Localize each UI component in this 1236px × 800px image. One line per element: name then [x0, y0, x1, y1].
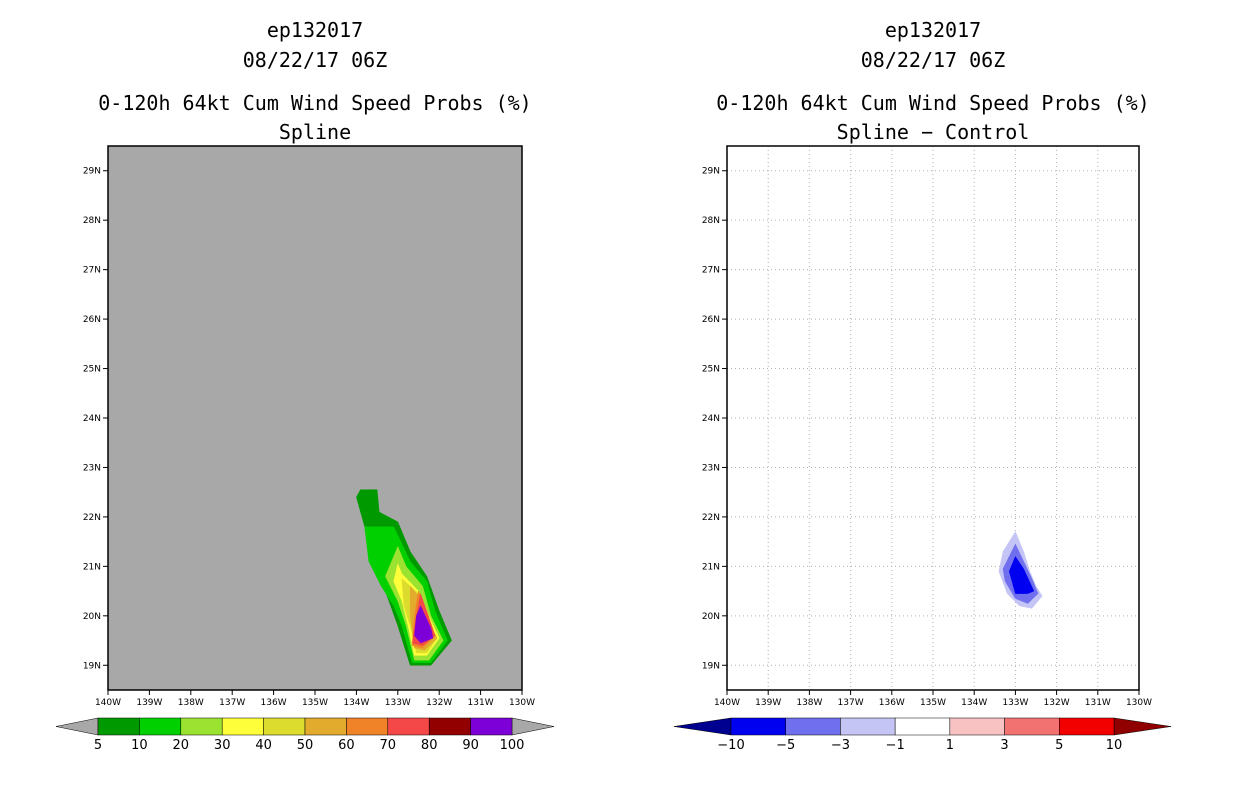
right-colorbar-label: −10	[717, 738, 744, 753]
right-x-tick-label: 132W	[1044, 698, 1070, 708]
right-colorbar-label: 3	[1000, 738, 1008, 753]
left-colorbar-extend-low	[55, 717, 99, 736]
left-colorbar-label: 10	[131, 738, 148, 753]
left-chart-subtitle: Spline	[278, 120, 352, 144]
left-y-tick-label: 29N	[83, 167, 101, 177]
right-x-tick-label: 131W	[1085, 698, 1111, 708]
right-colorbar-swatch	[730, 717, 786, 736]
left-colorbar-swatch	[346, 717, 389, 736]
left-y-tick-label: 24N	[83, 414, 101, 424]
right-x-tick-label: 136W	[879, 698, 905, 708]
right-chart-subtitle: Spline − Control	[836, 120, 1030, 144]
left-colorbar-swatch	[263, 717, 306, 736]
right-storm-id: ep132017	[884, 18, 982, 42]
left-y-tick-label: 22N	[83, 513, 101, 523]
left-x-tick-label: 136W	[261, 698, 287, 708]
left-x-tick-label: 139W	[136, 698, 162, 708]
right-colorbar-label: −3	[831, 738, 850, 753]
left-colorbar-label: 30	[214, 738, 231, 753]
left-x-tick-label: 138W	[178, 698, 204, 708]
left-colorbar-swatch	[304, 717, 347, 736]
right-x-tick-label: 130W	[1126, 698, 1152, 708]
left-colorbar-label: 60	[338, 738, 355, 753]
left-colorbar-label: 90	[462, 738, 479, 753]
right-colorbar-swatch	[1059, 717, 1115, 736]
right-colorbar-label: −1	[886, 738, 905, 753]
left-colorbar-label: 80	[421, 738, 438, 753]
left-colorbar-swatch	[180, 717, 223, 736]
right-y-tick-label: 27N	[702, 266, 720, 276]
left-colorbar-swatch	[221, 717, 264, 736]
right-x-tick-label: 134W	[961, 698, 987, 708]
left-y-tick-label: 25N	[83, 365, 101, 375]
left-colorbar-label: 100	[500, 738, 525, 753]
left-y-tick-label: 27N	[83, 266, 101, 276]
right-colorbar-swatch	[1004, 717, 1060, 736]
right-colorbar-label: 1	[946, 738, 954, 753]
right-colorbar-swatch	[840, 717, 896, 736]
right-colorbar-swatch	[785, 717, 841, 736]
right-y-tick-label: 19N	[702, 661, 720, 671]
left-x-tick-label: 130W	[509, 698, 535, 708]
left-y-tick-label: 26N	[83, 315, 101, 325]
left-x-tick-label: 132W	[426, 698, 452, 708]
right-colorbar-extend-high	[1113, 717, 1172, 736]
left-x-tick-label: 134W	[343, 698, 369, 708]
right-colorbar-label: 5	[1055, 738, 1063, 753]
left-y-tick-label: 21N	[83, 562, 101, 572]
right-datetime: 08/22/17 06Z	[860, 48, 1006, 72]
left-colorbar-label: 50	[297, 738, 314, 753]
right-x-tick-label: 140W	[714, 698, 740, 708]
left-colorbar-swatch	[470, 717, 513, 736]
right-x-tick-label: 138W	[796, 698, 822, 708]
left-x-tick-label: 140W	[95, 698, 121, 708]
right-y-tick-label: 29N	[702, 167, 720, 177]
right-y-tick-label: 23N	[702, 463, 720, 473]
right-contour-neg5	[1008, 555, 1035, 594]
left-chart-title: 0-120h 64kt Cum Wind Speed Probs (%)	[98, 91, 532, 115]
right-y-tick-label: 25N	[702, 365, 720, 375]
left-colorbar-extend-high	[511, 717, 555, 736]
left-datetime: 08/22/17 06Z	[242, 48, 388, 72]
left-storm-id: ep132017	[266, 18, 364, 42]
left-colorbar-swatch	[139, 717, 182, 736]
left-colorbar-label: 20	[173, 738, 190, 753]
right-y-tick-label: 22N	[702, 513, 720, 523]
left-colorbar-label: 40	[255, 738, 272, 753]
left-y-tick-label: 19N	[83, 661, 101, 671]
right-colorbar-label: −5	[776, 738, 795, 753]
right-chart-title: 0-120h 64kt Cum Wind Speed Probs (%)	[716, 91, 1150, 115]
left-x-tick-label: 137W	[219, 698, 245, 708]
left-x-tick-label: 131W	[468, 698, 494, 708]
right-colorbar-swatch	[894, 717, 951, 736]
right-colorbar-swatch	[949, 717, 1005, 736]
right-x-tick-label: 137W	[838, 698, 864, 708]
left-y-tick-label: 23N	[83, 463, 101, 473]
left-plot-area	[108, 146, 522, 690]
right-colorbar-extend-low	[673, 717, 732, 736]
right-colorbar-label: 10	[1106, 738, 1123, 753]
left-colorbar-swatch	[97, 717, 140, 736]
right-y-tick-label: 24N	[702, 414, 720, 424]
left-y-tick-label: 28N	[83, 216, 101, 226]
right-y-tick-label: 20N	[702, 612, 720, 622]
right-y-tick-label: 21N	[702, 562, 720, 572]
right-x-tick-label: 139W	[755, 698, 781, 708]
left-colorbar-label: 5	[94, 738, 102, 753]
right-y-tick-label: 26N	[702, 315, 720, 325]
left-x-tick-label: 135W	[302, 698, 328, 708]
left-contour-90	[414, 605, 434, 644]
right-x-tick-label: 133W	[1002, 698, 1028, 708]
right-y-tick-label: 28N	[702, 216, 720, 226]
left-x-tick-label: 133W	[385, 698, 411, 708]
left-y-tick-label: 20N	[83, 612, 101, 622]
left-colorbar-label: 70	[380, 738, 397, 753]
right-x-tick-label: 135W	[920, 698, 946, 708]
left-colorbar-swatch	[387, 717, 430, 736]
left-colorbar-swatch	[428, 717, 471, 736]
